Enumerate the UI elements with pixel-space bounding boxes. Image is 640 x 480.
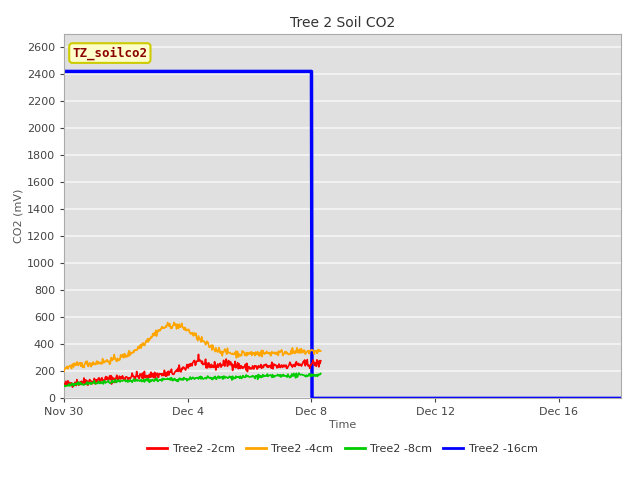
Tree2 -2cm xyxy=(223,358,230,364)
Tree2 -2cm xyxy=(92,381,99,387)
Tree2 -8cm xyxy=(61,384,68,389)
Tree2 -4cm xyxy=(222,350,230,356)
Text: TZ_soilco2: TZ_soilco2 xyxy=(72,47,147,60)
Title: Tree 2 Soil CO2: Tree 2 Soil CO2 xyxy=(290,16,395,30)
Tree2 -16cm xyxy=(117,69,125,74)
Tree2 -4cm xyxy=(317,348,324,354)
Tree2 -2cm xyxy=(195,351,202,357)
Tree2 -2cm xyxy=(68,384,76,390)
Tree2 -2cm xyxy=(317,358,324,364)
Tree2 -8cm xyxy=(317,371,324,376)
Line: Tree2 -16cm: Tree2 -16cm xyxy=(64,72,621,398)
Line: Tree2 -8cm: Tree2 -8cm xyxy=(64,373,321,386)
Tree2 -4cm xyxy=(248,349,255,355)
Tree2 -4cm xyxy=(60,369,68,374)
Tree2 -8cm xyxy=(145,376,152,382)
Tree2 -16cm xyxy=(305,69,313,74)
Tree2 -16cm xyxy=(308,396,316,401)
Legend: Tree2 -2cm, Tree2 -4cm, Tree2 -8cm, Tree2 -16cm: Tree2 -2cm, Tree2 -4cm, Tree2 -8cm, Tree… xyxy=(143,440,542,458)
Tree2 -16cm xyxy=(60,69,68,74)
Line: Tree2 -2cm: Tree2 -2cm xyxy=(64,354,321,387)
Tree2 -4cm xyxy=(246,350,254,356)
Tree2 -4cm xyxy=(162,323,170,329)
Tree2 -2cm xyxy=(60,381,68,387)
Tree2 -8cm xyxy=(246,374,254,380)
Tree2 -4cm xyxy=(91,361,99,367)
X-axis label: Time: Time xyxy=(329,420,356,430)
Tree2 -8cm xyxy=(92,381,99,386)
Line: Tree2 -4cm: Tree2 -4cm xyxy=(64,323,321,372)
Tree2 -2cm xyxy=(163,370,170,375)
Tree2 -16cm xyxy=(285,69,293,74)
Tree2 -8cm xyxy=(222,374,230,380)
Tree2 -2cm xyxy=(145,372,152,378)
Tree2 -16cm xyxy=(443,396,451,401)
Tree2 -16cm xyxy=(505,396,513,401)
Tree2 -16cm xyxy=(495,396,502,401)
Tree2 -4cm xyxy=(170,320,178,325)
Tree2 -16cm xyxy=(617,396,625,401)
Tree2 -8cm xyxy=(295,370,303,376)
Tree2 -4cm xyxy=(144,336,152,342)
Tree2 -8cm xyxy=(60,383,68,388)
Tree2 -2cm xyxy=(247,365,255,371)
Y-axis label: CO2 (mV): CO2 (mV) xyxy=(14,189,24,243)
Tree2 -2cm xyxy=(248,366,256,372)
Tree2 -8cm xyxy=(163,376,170,382)
Tree2 -8cm xyxy=(248,374,255,380)
